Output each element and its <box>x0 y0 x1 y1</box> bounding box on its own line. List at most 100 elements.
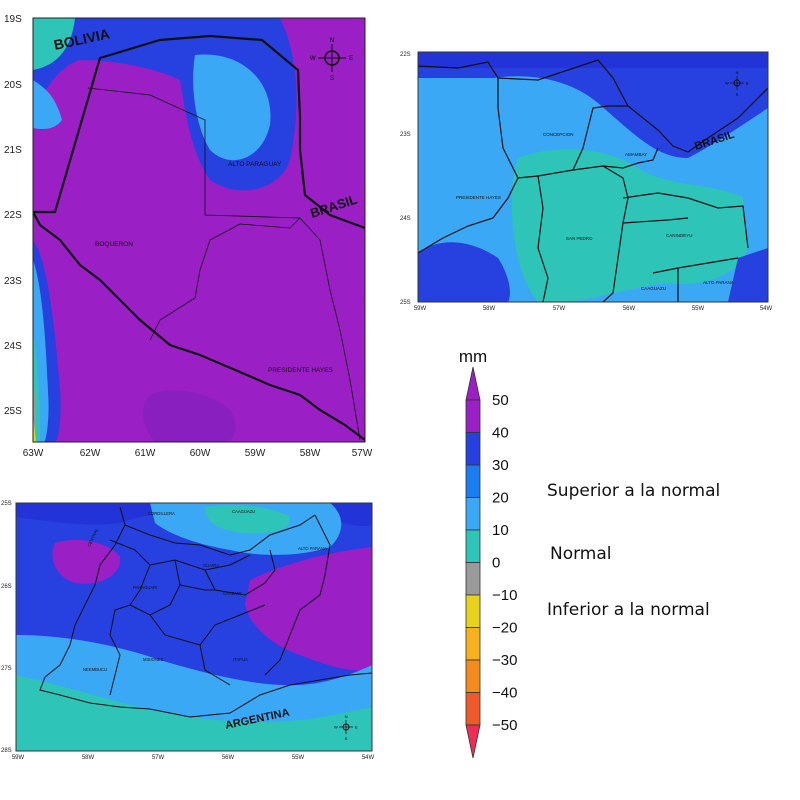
lon-tick-label: 58W <box>300 448 321 459</box>
map-panel-south: 25S 26S 27S 28S 59W 58W 57W 56W 55W 54W … <box>0 495 380 765</box>
map-frame-north <box>417 51 769 303</box>
department-label: CONCEPCION <box>543 132 574 137</box>
svg-text:S: S <box>330 76 334 82</box>
lon-tick-label: 57W <box>352 448 372 459</box>
legend-tick-label: 10 <box>492 522 509 539</box>
legend-color-segment <box>465 529 481 563</box>
lat-tick-label: 23S <box>400 132 411 138</box>
department-label: CAAGUAZU <box>641 286 666 291</box>
lon-tick-label: 60W <box>190 448 211 459</box>
compass-rose-icon: N S E W <box>334 714 358 741</box>
department-label: PARAGUARI <box>133 585 157 590</box>
department-label: PRESIDENTE HAYES <box>268 367 334 374</box>
lon-tick-label: 57W <box>553 306 566 312</box>
department-label: ITAPUA <box>233 657 248 662</box>
legend-category-inferior: Inferior a la normal <box>547 600 710 620</box>
department-label: ALTO PARANA <box>703 280 734 285</box>
department-label: NEEMBUCU <box>83 667 107 672</box>
lon-tick-label: 59W <box>414 306 427 312</box>
svg-text:N: N <box>736 70 739 75</box>
department-label: GUAIRA <box>203 563 219 568</box>
lon-tick-label: 54W <box>760 306 773 312</box>
lat-tick-label: 21S <box>4 145 22 156</box>
lat-tick-label: 24S <box>400 216 411 222</box>
department-label: CAAZAPA <box>223 591 242 596</box>
department-label: ALTO PARANA <box>298 546 327 551</box>
department-label: SAN PEDRO <box>566 236 593 241</box>
legend-tick-label: 0 <box>492 555 500 572</box>
svg-text:N: N <box>330 38 334 44</box>
lat-tick-label: 27S <box>1 666 12 672</box>
lon-tick-label: 62W <box>80 448 101 459</box>
lat-tick-label: 25S <box>400 300 411 306</box>
department-label: CAAGUAZU <box>232 509 255 514</box>
lon-tick-label: 58W <box>82 755 95 761</box>
lon-tick-label: 55W <box>292 755 305 761</box>
lon-axis-north: 59W 58W 57W 56W 55W 54W <box>414 306 773 312</box>
legend-category-normal: Normal <box>550 544 612 564</box>
legend-category-superior: Superior a la normal <box>547 481 721 501</box>
legend-unit: mm <box>459 347 487 366</box>
lon-tick-label: 59W <box>12 755 25 761</box>
lon-tick-label: 55W <box>692 306 705 312</box>
svg-text:E: E <box>746 81 749 86</box>
legend-tick-label: 30 <box>492 457 509 474</box>
lat-tick-label: 24S <box>4 341 22 352</box>
compass-rose-icon: N S E W <box>725 70 749 97</box>
legend-tick-label: −10 <box>492 587 517 604</box>
legend-colorbar <box>465 366 481 759</box>
legend-tick-label: 20 <box>492 490 509 507</box>
map-panel-west: 19S 20S 21S 22S 23S 24S 25S 63W 62W 61W … <box>0 0 373 468</box>
legend-color-segment <box>465 399 481 433</box>
legend-tick-labels: 50 40 30 20 10 0 −10 −20 −30 −40 −50 <box>492 392 517 734</box>
map-frame-west <box>32 17 366 443</box>
lon-tick-label: 61W <box>135 448 156 459</box>
svg-text:S: S <box>736 92 739 97</box>
legend-color-segment <box>465 497 481 531</box>
legend-tick-label: −40 <box>492 685 517 702</box>
lat-axis-south: 25S 26S 27S 28S <box>1 501 12 754</box>
legend-tick-label: 40 <box>492 425 509 442</box>
precipitation-field-north <box>418 52 768 302</box>
legend-color-segment <box>465 692 481 726</box>
department-label: BOQUERON <box>95 241 133 248</box>
lat-tick-label: 20S <box>4 80 22 91</box>
compass-rose-icon: N S E W <box>310 38 353 82</box>
department-label: AMAMBAY <box>625 152 647 157</box>
precipitation-field-south <box>16 503 372 751</box>
legend-tick-label: −30 <box>492 652 517 669</box>
map-panel-north: 22S 23S 24S 25S 59W 58W 57W 56W 55W 54W … <box>398 48 778 316</box>
department-label: MISIONES <box>143 657 164 662</box>
lon-tick-label: 58W <box>483 306 496 312</box>
lon-tick-label: 56W <box>222 755 235 761</box>
legend-tick-label: −50 <box>492 717 517 734</box>
svg-text:N: N <box>345 714 348 719</box>
lat-tick-label: 19S <box>4 14 22 25</box>
department-label: CORDILLERA <box>148 511 175 516</box>
legend-color-segment <box>465 562 481 596</box>
borders-north <box>418 59 768 302</box>
legend-color-segment <box>465 594 481 628</box>
lat-tick-label: 23S <box>4 276 22 287</box>
lat-tick-label: 26S <box>1 584 12 590</box>
svg-text:W: W <box>310 56 316 62</box>
country-borders-west <box>33 34 365 441</box>
lat-tick-label: 22S <box>4 210 22 221</box>
lon-axis-west: 63W 62W 61W 60W 59W 58W 57W <box>23 448 373 459</box>
legend-color-segment <box>465 627 481 661</box>
legend-color-segment <box>465 432 481 466</box>
svg-text:S: S <box>345 736 348 741</box>
department-label: ALTO PARAGUAY <box>228 161 282 168</box>
legend-tick-label: 50 <box>492 392 509 409</box>
svg-text:W: W <box>725 81 729 86</box>
lon-tick-label: 57W <box>152 755 165 761</box>
lon-tick-label: 63W <box>23 448 44 459</box>
svg-text:E: E <box>355 725 358 730</box>
legend-color-segment <box>465 659 481 693</box>
borders-south <box>39 506 372 718</box>
legend-tick-label: −20 <box>492 620 517 637</box>
lat-axis-west: 19S 20S 21S 22S 23S 24S 25S <box>4 14 22 417</box>
precipitation-field-west <box>33 18 365 442</box>
lon-tick-label: 59W <box>245 448 266 459</box>
lon-tick-label: 54W <box>362 755 375 761</box>
